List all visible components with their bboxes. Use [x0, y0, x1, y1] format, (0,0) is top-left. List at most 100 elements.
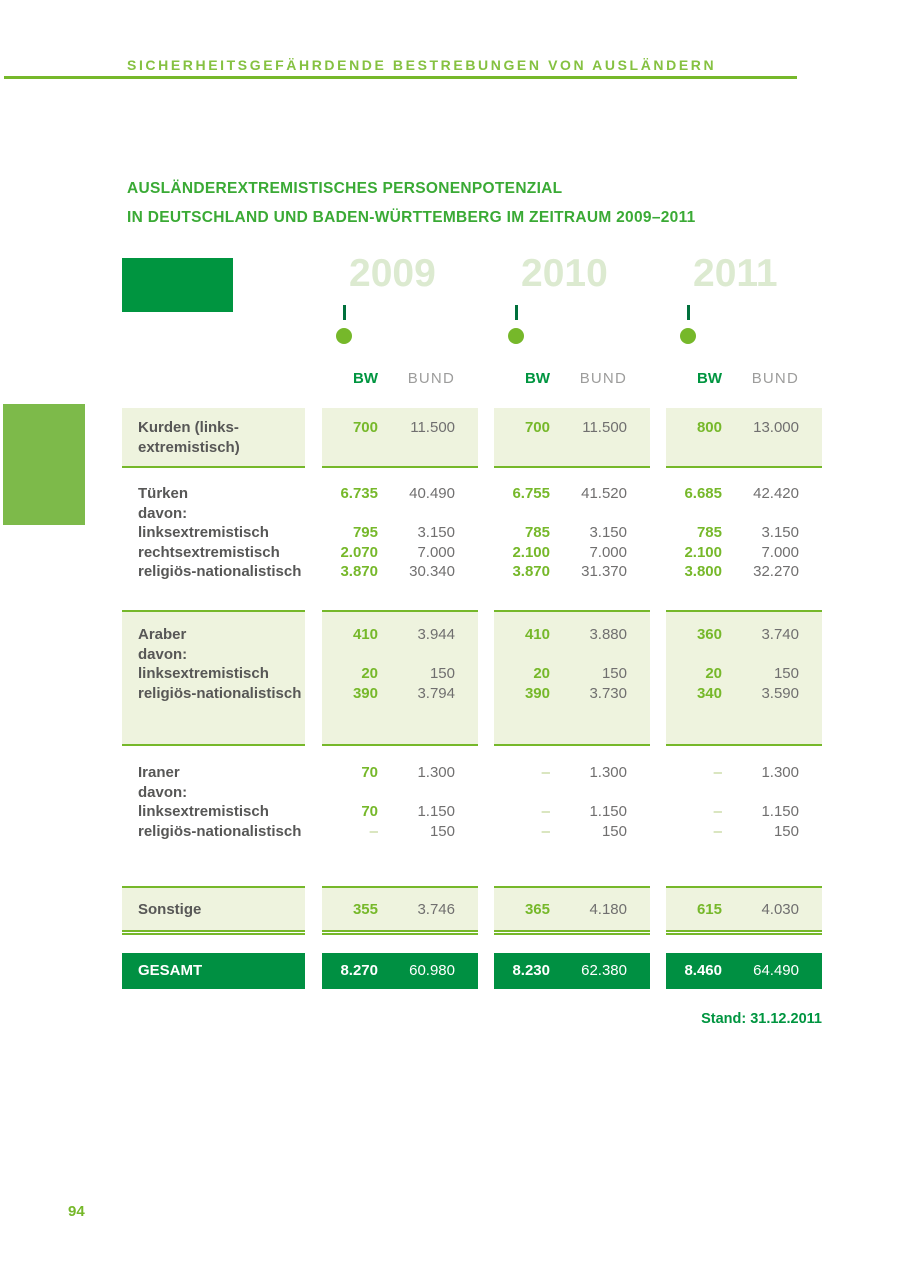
value-bund: 60.980: [409, 962, 455, 979]
table-row: Kurden (links- extremistisch) 700 11.500…: [122, 418, 822, 457]
value-bund: 7.000: [417, 543, 455, 561]
value-bund: 1.150: [417, 803, 455, 820]
cell-2009: 20 150: [322, 664, 494, 684]
value-bund: 41.520: [581, 485, 627, 502]
row-label: religiös-nationalistisch: [138, 563, 302, 580]
table-row: linksextremistisch 70 1.150 – 1.150 – 1.…: [122, 802, 822, 822]
figure-title-line2: IN DEUTSCHLAND UND BADEN-WÜRTTEMBERG IM …: [127, 209, 696, 226]
value-bund: 1.150: [589, 803, 627, 820]
value-bw: 365: [524, 901, 550, 918]
value-bund: 62.380: [581, 962, 627, 979]
section-bg-label: [122, 746, 305, 888]
cell-2010: – 150: [494, 822, 666, 842]
value-bund: 3.730: [589, 684, 627, 702]
double-rule: [666, 933, 822, 935]
section-bg-2010: [494, 408, 650, 468]
cell-2011: 20 150: [666, 664, 822, 684]
table-section-sonstige: Sonstige 355 3.746 365 4.180 615 4.030: [122, 888, 822, 935]
col-header-bund: BUND: [407, 370, 455, 387]
cell-2009: 6.735 40.490: [322, 484, 494, 504]
page-number: 94: [68, 1203, 85, 1220]
column-headers-2010: BW BUND: [494, 370, 666, 387]
value-bw: 700: [352, 419, 378, 436]
column-headers-2009: BW BUND: [322, 370, 494, 387]
col-header-bund: BUND: [751, 370, 799, 387]
value-bund: 1.300: [589, 764, 627, 781]
legend-color-box: [122, 258, 233, 312]
row-label: linksextremistisch: [138, 524, 269, 541]
value-bw: 2.100: [684, 543, 722, 561]
value-bw: 700: [524, 419, 550, 436]
section-bg-2009: [322, 888, 478, 935]
section-bg-2010: [494, 746, 650, 888]
value-bw: 3.800: [684, 563, 722, 580]
section-bg-2011: [666, 746, 822, 888]
section-bg-2009: [322, 612, 478, 746]
value-bw: 355: [352, 901, 378, 918]
value-bw: 795: [352, 524, 378, 541]
value-bw: –: [713, 764, 722, 781]
section-bg-2011: [666, 612, 822, 746]
double-rule: [322, 933, 478, 935]
table-row: religiös-nationalistisch 390 3.794 390 3…: [122, 684, 822, 704]
table-row-davon: davon:: [122, 783, 822, 803]
table-section-araber: Araber 410 3.944 410 3.880 360 3.740: [122, 612, 822, 746]
year-label-2011: 2011: [693, 252, 778, 295]
value-bund: 64.490: [753, 962, 799, 979]
value-bw: 800: [696, 419, 722, 436]
table-section-gesamt: GESAMT 8.270 60.980 8.230 62.380 8.460 6…: [122, 953, 822, 989]
value-bw: 785: [696, 524, 722, 541]
row-label: Sonstige: [138, 901, 202, 918]
value-bw: 410: [524, 626, 550, 643]
col-header-bw: BW: [525, 370, 550, 387]
cell-2009: 355 3.746: [322, 900, 494, 920]
row-label: Türken: [138, 485, 189, 502]
cell-2009: 390 3.794: [322, 684, 494, 704]
value-bw: 2.100: [512, 543, 550, 561]
year-tick-2010: [515, 305, 518, 320]
value-bw: 8.270: [340, 962, 378, 979]
cell-2011: – 150: [666, 822, 822, 842]
value-bw: 20: [533, 665, 550, 682]
value-bw: 390: [352, 684, 378, 702]
cell-2010: 8.230 62.380: [494, 961, 666, 981]
value-bw: –: [713, 803, 722, 820]
row-label: GESAMT: [138, 962, 203, 979]
value-bund: 7.000: [589, 543, 627, 561]
value-bw: –: [541, 803, 550, 820]
table-row: linksextremistisch 20 150 20 150 20 150: [122, 664, 822, 684]
running-header: SICHERHEITSGEFÄHRDENDE BESTREBUNGEN VON …: [127, 57, 717, 73]
row-label: linksextremistisch: [138, 803, 269, 820]
cell-2009: – 150: [322, 822, 494, 842]
data-table: Kurden (links- extremistisch) 700 11.500…: [122, 408, 822, 989]
value-bund: 3.794: [417, 684, 455, 702]
value-bw: 410: [352, 626, 378, 643]
row-label: davon:: [138, 504, 188, 522]
table-row: religiös-nationalistisch – 150 – 150 – 1…: [122, 822, 822, 842]
table-row-davon: davon:: [122, 504, 822, 524]
cell-2011: 2.100 7.000: [666, 543, 822, 563]
cell-2011: 3.800 32.270: [666, 562, 822, 582]
row-label: davon:: [138, 783, 188, 801]
table-row-total: GESAMT 8.270 60.980 8.230 62.380 8.460 6…: [122, 961, 822, 981]
value-bund: 31.370: [581, 563, 627, 580]
cell-2011: 8.460 64.490: [666, 961, 822, 981]
cell-2009: 3.870 30.340: [322, 562, 494, 582]
value-bw: 785: [524, 524, 550, 541]
table-row: Türken 6.735 40.490 6.755 41.520 6.685 4…: [122, 484, 822, 504]
value-bw: 20: [361, 665, 378, 682]
cell-2010: 785 3.150: [494, 523, 666, 543]
value-bund: 3.150: [417, 524, 455, 541]
value-bw: 615: [696, 901, 722, 918]
value-bund: 1.300: [761, 764, 799, 781]
section-bg-2010: [494, 953, 650, 989]
table-section-tuerken: Türken 6.735 40.490 6.755 41.520 6.685 4…: [122, 468, 822, 612]
value-bund: 150: [601, 822, 627, 840]
cell-2010: 700 11.500: [494, 418, 666, 457]
cell-2011: 785 3.150: [666, 523, 822, 543]
year-dot-2011: [680, 328, 696, 344]
value-bund: 150: [773, 665, 799, 682]
cell-2009: 700 11.500: [322, 418, 494, 457]
section-bg-2010: [494, 468, 650, 612]
table-section-kurden: Kurden (links- extremistisch) 700 11.500…: [122, 408, 822, 468]
